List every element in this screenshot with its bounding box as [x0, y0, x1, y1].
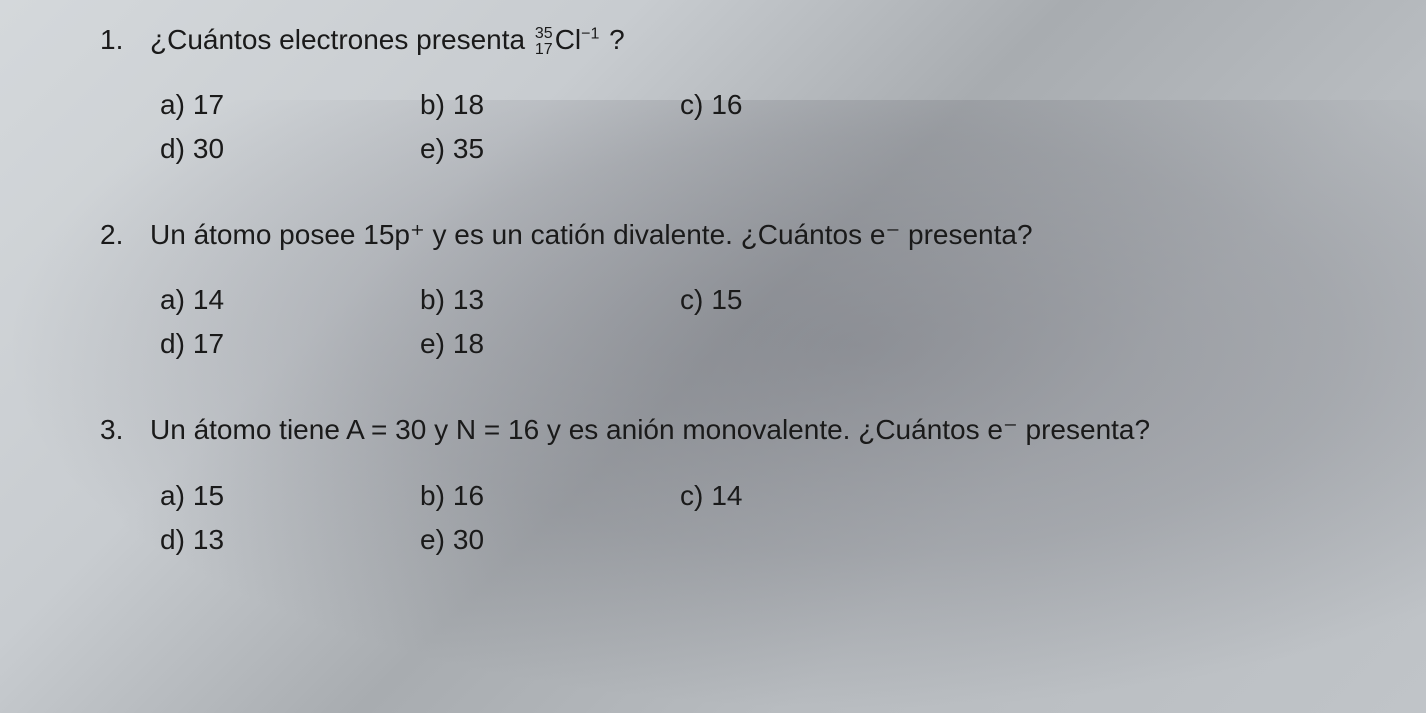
- question-text: Un átomo posee 15p⁺ y es un catión dival…: [150, 215, 1033, 254]
- question-3-options: a)15 b)16 c)14 d)13 e)30: [160, 480, 1326, 556]
- option-label: e): [420, 133, 445, 165]
- option-label: a): [160, 284, 185, 316]
- question-2-header: 2. Un átomo posee 15p⁺ y es un catión di…: [100, 215, 1326, 254]
- option-label: a): [160, 480, 185, 512]
- prompt-after: ?: [609, 24, 625, 55]
- option-label: d): [160, 328, 185, 360]
- option-e: e)18: [420, 328, 680, 360]
- option-value: 15: [193, 480, 224, 512]
- option-label: a): [160, 89, 185, 121]
- question-3-header: 3. Un átomo tiene A = 30 y N = 16 y es a…: [100, 410, 1326, 449]
- option-value: 13: [453, 284, 484, 316]
- question-1: 1. ¿Cuántos electrones presenta 35 17 Cl…: [100, 20, 1326, 165]
- option-value: 30: [453, 524, 484, 556]
- question-3: 3. Un átomo tiene A = 30 y N = 16 y es a…: [100, 410, 1326, 555]
- prompt-before: ¿Cuántos electrones presenta: [150, 24, 533, 55]
- option-value: 30: [193, 133, 224, 165]
- option-value: 18: [453, 89, 484, 121]
- atomic-number: 17: [535, 42, 553, 58]
- question-number: 2.: [100, 219, 130, 251]
- option-value: 35: [453, 133, 484, 165]
- isotope-numbers: 35 17: [535, 26, 553, 58]
- option-c: c)15: [680, 284, 880, 316]
- question-text: Un átomo tiene A = 30 y N = 16 y es anió…: [150, 410, 1150, 449]
- option-b: b)13: [420, 284, 680, 316]
- option-value: 16: [453, 480, 484, 512]
- option-value: 15: [711, 284, 742, 316]
- option-d: d)30: [160, 133, 420, 165]
- option-label: c): [680, 284, 703, 316]
- question-number: 1.: [100, 24, 130, 56]
- photo-shadow-overlay: [0, 100, 1426, 713]
- option-e: e)30: [420, 524, 680, 556]
- option-label: d): [160, 133, 185, 165]
- option-label: e): [420, 524, 445, 556]
- question-2: 2. Un átomo posee 15p⁺ y es un catión di…: [100, 215, 1326, 360]
- option-label: e): [420, 328, 445, 360]
- option-d: d)13: [160, 524, 420, 556]
- option-label: c): [680, 89, 703, 121]
- option-label: c): [680, 480, 703, 512]
- ion-charge: −1: [581, 26, 599, 43]
- question-2-options: a)14 b)13 c)15 d)17 e)18: [160, 284, 1326, 360]
- option-e: e)35: [420, 133, 680, 165]
- question-text: ¿Cuántos electrones presenta 35 17 Cl−1 …: [150, 20, 625, 59]
- option-value: 14: [711, 480, 742, 512]
- option-a: a)14: [160, 284, 420, 316]
- option-c: c)16: [680, 89, 880, 121]
- option-value: 13: [193, 524, 224, 556]
- question-1-options: a)17 b)18 c)16 d)30 e)35: [160, 89, 1326, 165]
- option-b: b)16: [420, 480, 680, 512]
- option-c: c)14: [680, 480, 880, 512]
- option-label: b): [420, 480, 445, 512]
- option-d: d)17: [160, 328, 420, 360]
- isotope-notation: 35 17 Cl−1: [535, 20, 600, 59]
- mass-number: 35: [535, 26, 553, 42]
- option-value: 17: [193, 328, 224, 360]
- option-label: d): [160, 524, 185, 556]
- option-value: 14: [193, 284, 224, 316]
- option-label: b): [420, 284, 445, 316]
- question-1-header: 1. ¿Cuántos electrones presenta 35 17 Cl…: [100, 20, 1326, 59]
- option-value: 17: [193, 89, 224, 121]
- option-a: a)15: [160, 480, 420, 512]
- option-b: b)18: [420, 89, 680, 121]
- question-number: 3.: [100, 414, 130, 446]
- option-value: 18: [453, 328, 484, 360]
- option-label: b): [420, 89, 445, 121]
- option-value: 16: [711, 89, 742, 121]
- option-a: a)17: [160, 89, 420, 121]
- element-symbol: Cl: [555, 24, 581, 55]
